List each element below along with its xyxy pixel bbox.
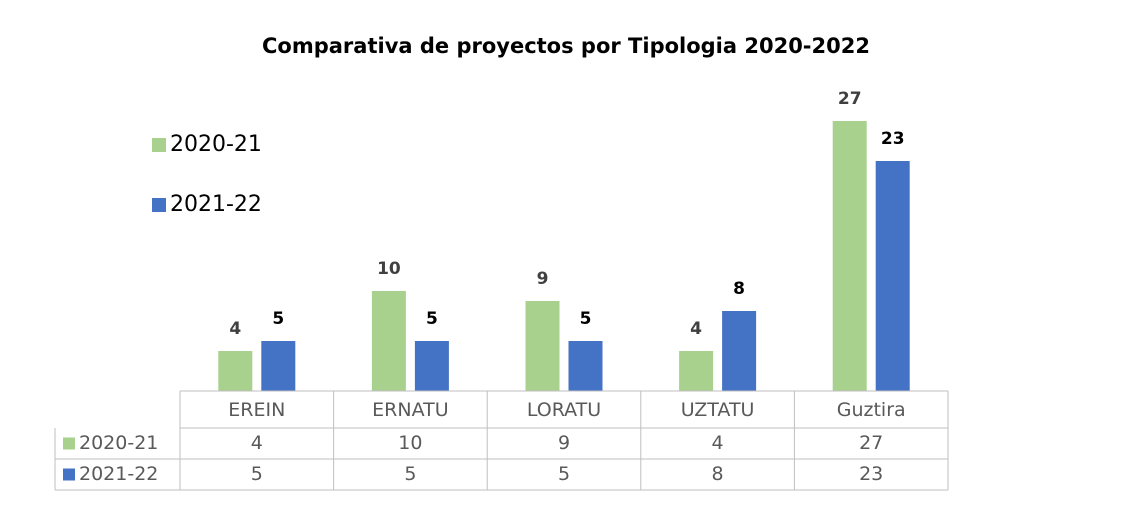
data-label: 10: [377, 259, 401, 279]
bar: [261, 341, 296, 391]
table-cell: 5: [404, 463, 416, 485]
table-row-label: 2020-21: [79, 432, 158, 454]
data-label: 23: [881, 129, 905, 149]
table-legend-swatch: [63, 468, 75, 481]
table-cell: 23: [859, 463, 883, 485]
table-cell: 4: [712, 432, 724, 454]
data-label: 4: [229, 319, 241, 339]
bar: [525, 301, 560, 391]
bar: [371, 291, 406, 391]
data-label: 5: [272, 309, 284, 329]
x-tick-label: UZTATU: [681, 399, 755, 421]
bar: [568, 341, 603, 391]
x-tick-label: LORATU: [527, 399, 601, 421]
table-cell: 5: [558, 463, 570, 485]
x-tick-label: EREIN: [228, 399, 285, 421]
legend-swatch: [152, 138, 166, 152]
bar: [832, 121, 867, 391]
table-cell: 8: [712, 463, 724, 485]
data-label: 27: [838, 89, 862, 109]
x-tick-label: ERNATU: [372, 399, 448, 421]
table-cell: 4: [251, 432, 263, 454]
data-label: 5: [426, 309, 438, 329]
bar: [722, 311, 757, 391]
table-cell: 10: [398, 432, 422, 454]
data-label: 9: [537, 269, 549, 289]
legend-swatch: [152, 198, 166, 212]
legend-label: 2020-21: [170, 132, 262, 157]
table-row-label: 2021-22: [79, 463, 158, 485]
chart-title: Comparativa de proyectos por Tipologia 2…: [262, 34, 870, 58]
bar: [875, 161, 910, 391]
table-legend-swatch: [63, 437, 75, 450]
data-label: 5: [580, 309, 592, 329]
bar: [218, 351, 253, 391]
bar: [414, 341, 449, 391]
data-label: 4: [690, 319, 702, 339]
table-cell: 9: [558, 432, 570, 454]
bar: [679, 351, 714, 391]
table-cell: 27: [859, 432, 883, 454]
table-cell: 5: [251, 463, 263, 485]
data-label: 8: [733, 279, 745, 299]
legend-label: 2021-22: [170, 192, 262, 217]
x-tick-label: Guztira: [837, 399, 906, 421]
